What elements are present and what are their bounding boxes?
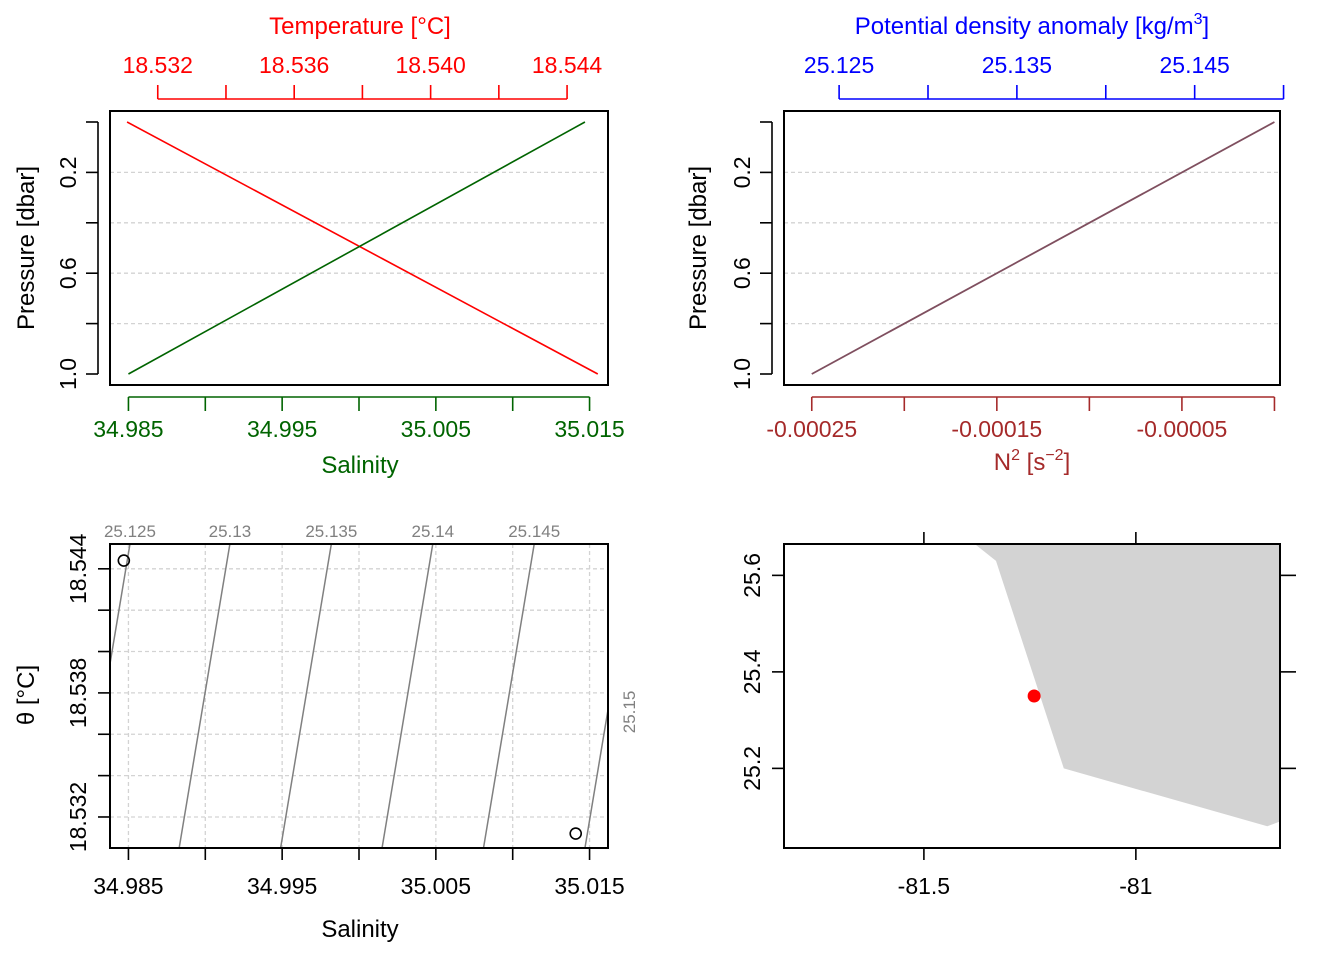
p2-y-tick-label: 1.0 <box>729 358 755 390</box>
land-polygon <box>974 544 1280 827</box>
p1-top-tick-label: 18.536 <box>259 52 329 78</box>
ts-point <box>569 827 583 840</box>
p1-y-tick-label: 0.6 <box>55 257 81 289</box>
p2-top-tick-label: 25.135 <box>982 52 1052 78</box>
p1-bottom-tick-label: 35.015 <box>554 416 624 442</box>
p4-y-tick-label: 25.6 <box>739 553 765 598</box>
p3-y-tick-label: 18.538 <box>65 658 91 728</box>
isopycnal-line <box>381 544 434 848</box>
p1-bottom-tick-label: 34.985 <box>93 416 163 442</box>
p4-y-tick-label: 25.4 <box>739 649 765 694</box>
p3-y-tick-label: 18.532 <box>65 782 91 852</box>
bottom-left-y-axis-title: θ [°C] <box>13 665 40 725</box>
top-left-top-axis-title: Temperature [°C] <box>269 13 451 40</box>
isopycnal-line <box>584 705 608 848</box>
p1-top-tick-label: 18.532 <box>123 52 193 78</box>
isopycnal-line <box>178 544 231 848</box>
isopycnal-line <box>482 544 535 848</box>
p2-bottom-tick-label: -0.00005 <box>1137 416 1228 442</box>
bottom-left-x-axis-title: Salinity <box>321 916 398 943</box>
station-map-panel: -81.5 -81 25.2 25.4 25.6 <box>739 532 1296 899</box>
p3-x-tick-label: 35.015 <box>554 873 624 899</box>
isopycnal-label: 25.135 <box>305 522 357 541</box>
density-n2-panel: 25.125 25.135 25.145 -0.00025 -0.00015 -0.000… <box>729 52 1285 442</box>
temperature-line <box>126 121 599 375</box>
isopycnal-label: 25.13 <box>209 522 252 541</box>
isopycnal-line <box>279 544 333 848</box>
isopycnal-label: 25.125 <box>104 522 156 541</box>
p4-x-tick-label: -81.5 <box>898 873 950 899</box>
ts-diagram-panel: 25.125 25.13 25.135 25.14 25.145 25.15 34.985 3… <box>65 522 639 899</box>
p1-bottom-tick-label: 34.995 <box>247 416 317 442</box>
p1-top-tick-label: 18.544 <box>532 52 603 78</box>
p3-x-tick-label: 34.985 <box>93 873 163 899</box>
p1-y-tick-label: 0.2 <box>55 156 81 188</box>
p3-x-tick-label: 35.005 <box>401 873 471 899</box>
isopycnal-label: 25.15 <box>620 691 639 734</box>
p3-x-tick-label: 34.995 <box>247 873 317 899</box>
ts-profile-panel: 18.532 18.536 18.540 18.544 34.985 34.995 35.0… <box>55 52 625 442</box>
top-left-bottom-axis-title: Salinity <box>321 452 398 479</box>
p2-bottom-tick-label: -0.00025 <box>766 416 857 442</box>
station-marker <box>1027 689 1041 703</box>
p3-y-tick-label: 18.544 <box>65 533 91 604</box>
p2-top-tick-label: 25.145 <box>1159 52 1229 78</box>
n2-density-line <box>811 121 1275 375</box>
top-right-top-axis-title: Potential density anomaly [kg/m3] <box>855 11 1209 40</box>
p1-bottom-tick-label: 35.005 <box>401 416 471 442</box>
isopycnal-label: 25.14 <box>412 522 455 541</box>
p4-y-tick-label: 25.2 <box>739 746 765 791</box>
p1-frame <box>109 110 609 386</box>
isopycnal-line <box>110 544 131 669</box>
p2-bottom-tick-label: -0.00015 <box>951 416 1042 442</box>
salinity-line <box>128 121 586 375</box>
top-right-y-axis-title: Pressure [dbar] <box>685 166 712 330</box>
top-left-y-axis-title: Pressure [dbar] <box>13 166 40 330</box>
p1-top-tick-label: 18.540 <box>395 52 465 78</box>
top-right-bottom-axis-title: N2 [s−2] <box>994 447 1071 476</box>
p4-frame <box>783 543 1281 849</box>
p2-y-tick-label: 0.6 <box>729 257 755 289</box>
isopycnal-group <box>110 544 608 848</box>
p4-x-tick-label: -81 <box>1119 873 1152 899</box>
p2-y-tick-label: 0.2 <box>729 156 755 188</box>
p1-y-tick-label: 1.0 <box>55 358 81 390</box>
p2-frame <box>783 110 1281 386</box>
isopycnal-label: 25.145 <box>508 522 560 541</box>
ts-point <box>117 554 131 567</box>
p2-top-tick-label: 25.125 <box>804 52 874 78</box>
